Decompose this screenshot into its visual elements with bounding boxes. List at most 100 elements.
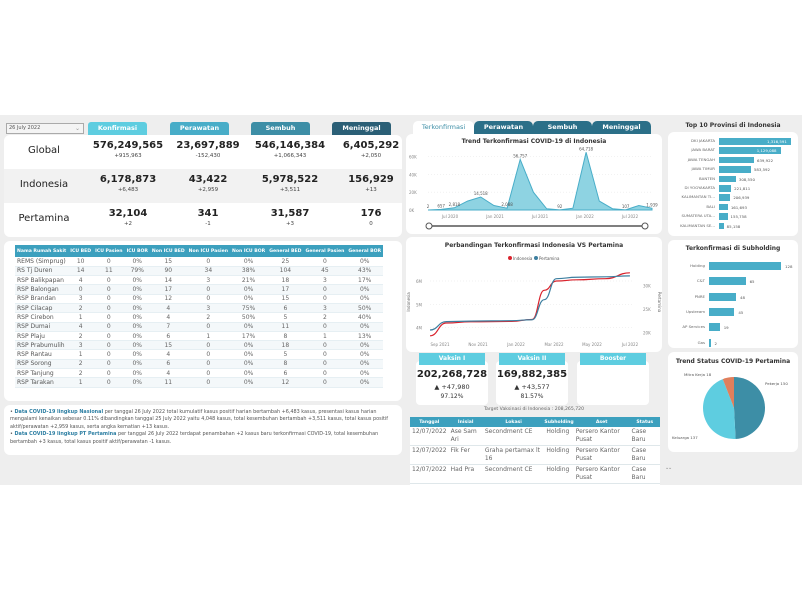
scroll-down-icon-right[interactable]: ⌄ (668, 465, 673, 471)
bar[interactable] (709, 307, 735, 316)
table-row[interactable]: RSP Tarakan 1 0 0% 11 0 0% 12 0 0% (15, 377, 384, 388)
table-cell: 0 (303, 368, 347, 379)
column-header[interactable]: General BED (267, 245, 304, 257)
pie-slice-keluarga[interactable] (703, 379, 736, 439)
tab-perawatan[interactable]: Perawatan (170, 122, 229, 135)
tab-terkonfirmasi[interactable]: Terkonfirmasi (413, 121, 474, 134)
table-row[interactable]: RSP Balikpapan 4 0 0% 14 3 21% 18 3 17% (15, 275, 384, 286)
summary-cell: 31,587 +3 (250, 203, 330, 227)
table-cell: Holding (544, 427, 574, 446)
scroll-down-icon[interactable]: ⌄ (665, 465, 670, 471)
table-row[interactable]: RSP Cirebon 1 0 0% 4 2 50% 5 2 40% (15, 312, 384, 323)
table-row[interactable]: REMS (Simprug) 10 0 0% 15 0 0% 25 0 0% (15, 257, 384, 267)
bar[interactable] (719, 203, 728, 211)
summary-delta: +3,511 (279, 187, 301, 193)
tab-sembuh[interactable]: Sembuh (251, 122, 310, 135)
column-header[interactable]: Tanggal (410, 417, 449, 427)
bar[interactable] (719, 156, 754, 164)
column-header[interactable]: Aset (573, 417, 630, 427)
bar[interactable] (719, 147, 781, 154)
column-header[interactable]: Non ICU Pasien (186, 245, 230, 257)
table-cell: 13% (346, 331, 384, 342)
bar[interactable] (719, 175, 736, 183)
column-header[interactable]: Non ICU BOR (229, 245, 268, 257)
range-slider-handle-start[interactable] (425, 222, 433, 230)
bar[interactable] (709, 323, 720, 332)
bar-category-label: Upstream (686, 308, 705, 314)
summary-cell: 576,249,565 +915,963 (88, 135, 168, 159)
table-row[interactable]: RSP Plaju 2 0 0% 6 1 17% 8 1 13% (15, 331, 384, 342)
data-label: 14,518 (474, 191, 488, 196)
table-row[interactable]: RS Tj Duren 14 11 79% 90 34 38% 104 45 43% (15, 266, 384, 277)
column-header[interactable]: General BOR (346, 245, 384, 257)
table-row[interactable]: RSP Tanjung 2 0 0% 4 0 0% 6 0 0% (15, 368, 384, 379)
bar[interactable] (719, 185, 732, 192)
table-cell: 12/07/2022 (410, 464, 449, 484)
column-header[interactable]: Status (629, 417, 660, 427)
column-header[interactable]: Subholding (544, 417, 574, 427)
table-row[interactable]: RSP Rantau 1 0 0% 4 0 0% 5 0 0% (15, 349, 384, 360)
table-cell: 0 (186, 257, 230, 267)
column-header[interactable]: General Pasien (303, 245, 347, 257)
table-row[interactable]: RSP Prabumulih 3 0 0% 15 0 0% 18 0 0% (15, 340, 384, 351)
column-header[interactable]: ICU BED (68, 245, 94, 257)
bar[interactable] (709, 292, 736, 301)
column-header[interactable]: Non ICU BED (149, 245, 187, 257)
range-slider-handle-end[interactable] (641, 222, 649, 230)
bar[interactable] (709, 262, 781, 270)
table-cell: 15 (149, 257, 187, 267)
table-row[interactable]: 12/07/2022 Fik Fer Graha pertamax lt 16 Hol… (410, 445, 660, 465)
data-label: 64,718 (579, 146, 593, 151)
bar-category-label: KALIMANTAN SE... (680, 222, 715, 228)
table-row[interactable]: RSP Balongan 0 0 0% 17 0 0% 17 0 0% (15, 284, 384, 295)
table-row[interactable]: RSP Cilacap 2 0 0% 4 3 75% 6 3 50% (15, 303, 384, 314)
column-header[interactable]: Nama Rumah Sakit (15, 245, 69, 257)
column-header[interactable]: ICU BOR (124, 245, 150, 257)
tab-meninggal[interactable]: Meninggal (332, 122, 391, 135)
table-row[interactable]: RSP Brandan 3 0 0% 12 0 0% 15 0 0% (15, 294, 384, 305)
tab-konfirmasi[interactable]: Konfirmasi (88, 122, 147, 135)
table-row[interactable]: RSP Dumai 4 0 0% 7 0 0% 11 0 0% (15, 322, 384, 332)
table-cell: 0 (303, 257, 347, 267)
column-header[interactable]: Lokasi (482, 417, 545, 427)
bar-value-label: 308,550 (738, 176, 755, 182)
cases-table-card[interactable]: Tanggal Inisial Lokasi Subholding Aset Status… (410, 417, 660, 485)
legend-pertamina-marker (534, 256, 538, 260)
table-row[interactable]: 12/07/2022 Ase Sam Ari Secondment CE Holdin… (410, 427, 660, 446)
bar[interactable] (709, 338, 711, 347)
table-row[interactable]: 12/07/2022 Had Pra Secondment CE Holding Per… (410, 464, 660, 484)
pie-slice-mitra-kerja[interactable] (722, 377, 734, 408)
table-cell: 0% (346, 359, 384, 370)
table-cell: Fik Fer (448, 445, 483, 465)
table-cell: 0 (93, 275, 125, 286)
column-header[interactable]: ICU Pasien (93, 245, 125, 257)
pie-slice-pekerja[interactable] (734, 377, 765, 439)
tab-meninggal-trend[interactable]: Meninggal (592, 121, 651, 134)
bar[interactable] (719, 213, 728, 220)
note-nasional: • Data COVID-19 lingkup Nasional per tan… (10, 409, 388, 430)
bar-category-label: BALI (706, 203, 715, 209)
summary-cell: 341 -1 (168, 203, 248, 227)
table-cell: 0% (229, 349, 268, 360)
bar[interactable] (719, 138, 791, 145)
bar[interactable] (709, 277, 746, 286)
summary-value: 23,697,889 (176, 140, 240, 151)
pie-label: Mitra Kerja 18 (684, 372, 712, 377)
table-cell: 0% (124, 284, 150, 295)
y2-tick-label: 25K (643, 307, 651, 312)
bar[interactable] (719, 222, 724, 230)
vaccine-card-1: Vaksin I 202,268,728 ▲ +47,980 97.12% (416, 353, 488, 405)
bar-category-label: C&T (696, 278, 705, 284)
table-cell: 18 (267, 275, 304, 286)
table-cell: 0 (93, 303, 125, 314)
bar[interactable] (719, 194, 731, 201)
table-row[interactable]: RSP Sorong 2 0 0% 6 0 0% 8 0 0% (15, 359, 384, 370)
tab-perawatan-trend[interactable]: Perawatan (474, 121, 533, 134)
tab-sembuh-trend[interactable]: Sembuh (533, 121, 592, 134)
vaccine-2-percent: 81.57% (520, 393, 544, 400)
date-filter-dropdown[interactable]: 26 July 2022 ⌄ (6, 123, 84, 134)
data-label: 92 (557, 204, 563, 209)
y2-tick-label: 30K (643, 284, 651, 289)
column-header[interactable]: Inisial (448, 417, 483, 427)
bar[interactable] (719, 166, 751, 173)
